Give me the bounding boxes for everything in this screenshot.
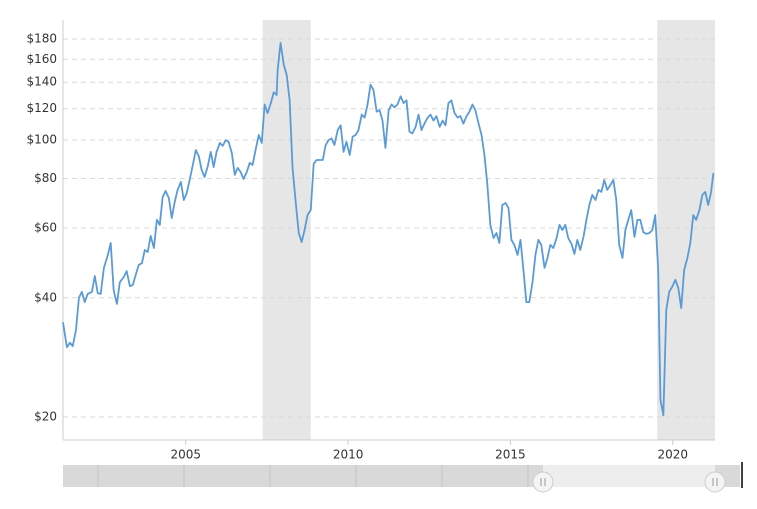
y-tick-label: $60 — [34, 221, 57, 235]
navigator-window[interactable] — [543, 465, 715, 487]
y-tick-label: $140 — [26, 75, 57, 89]
y-tick-label: $160 — [26, 52, 57, 66]
navigator[interactable] — [63, 465, 740, 493]
y-tick-label: $120 — [26, 101, 57, 115]
price-line — [62, 41, 715, 417]
x-tick-label: 2015 — [495, 448, 526, 462]
x-tick-label: 2020 — [658, 448, 689, 462]
x-tick-label: 2010 — [333, 448, 364, 462]
shaded-range — [262, 20, 311, 440]
x-tick-label: 2005 — [170, 448, 201, 462]
navigator-handle[interactable] — [532, 471, 554, 493]
y-tick-label: $180 — [26, 31, 57, 45]
y-tick-label: $80 — [34, 171, 57, 185]
y-tick-label: $20 — [34, 410, 57, 424]
y-tick-label: $40 — [34, 290, 57, 304]
y-tick-label: $100 — [26, 133, 57, 147]
shaded-range — [657, 20, 715, 440]
navigator-handle[interactable] — [704, 471, 726, 493]
